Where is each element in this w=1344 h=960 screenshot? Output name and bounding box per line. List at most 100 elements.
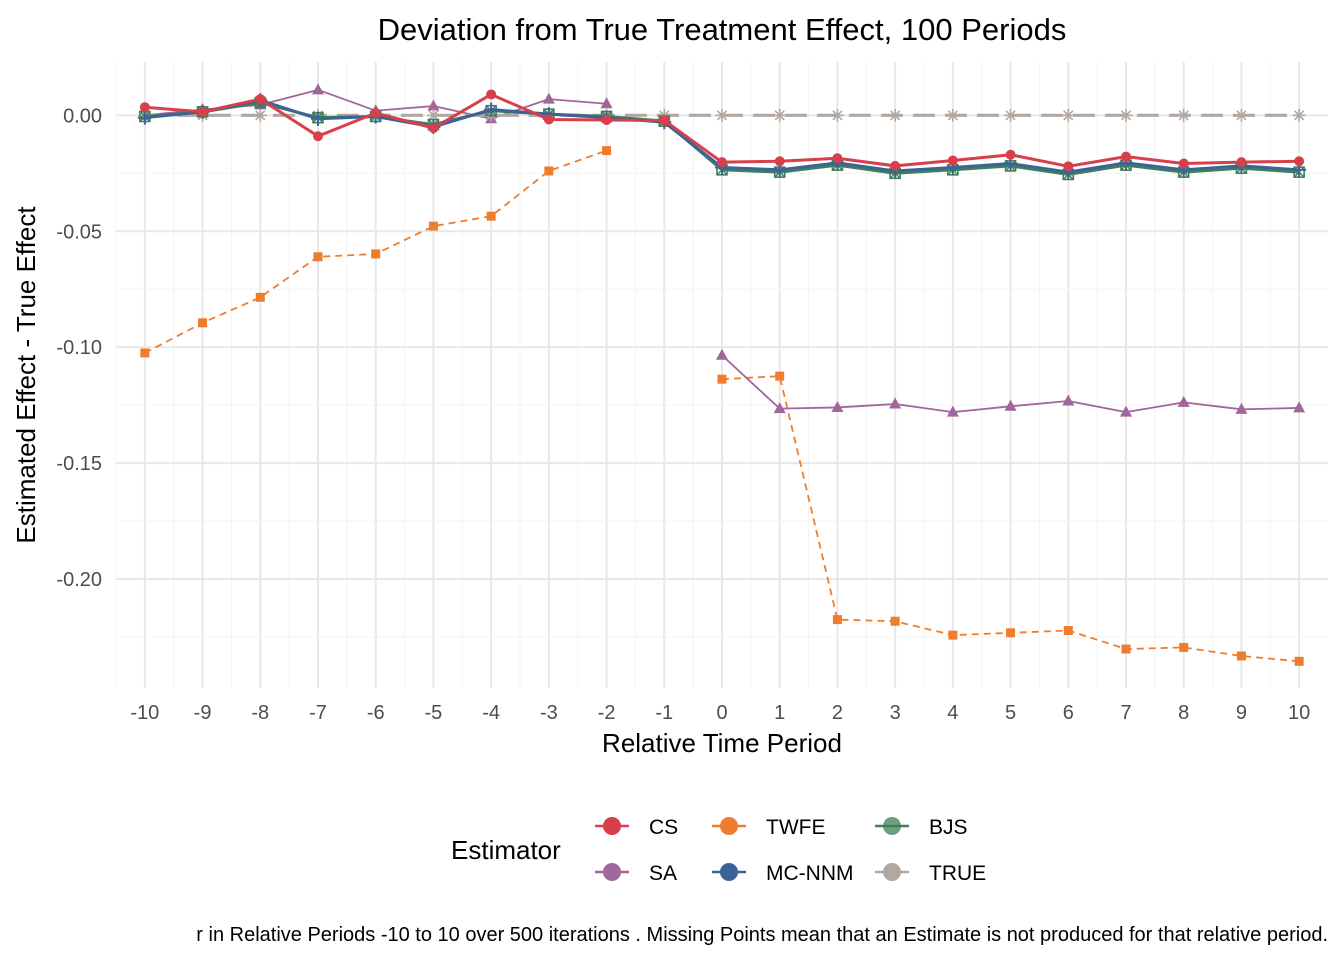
legend-label-twfe: TWFE: [766, 816, 825, 839]
legend-label-sa: SA: [649, 862, 677, 885]
x-axis-ticks: -10 -9 -8 -7 -6 -5 -4 -3 -2 -1 0 1 2 3 4 5 6 7 8 9 10: [130, 702, 1310, 724]
data-point-mc-nnm: [311, 111, 325, 126]
legend-items: CS SA TWFE MC-NNM BJS TRUE: [595, 816, 986, 885]
data-point-twfe: [255, 292, 265, 302]
data-point-true: [888, 108, 902, 122]
series-twfe: [140, 146, 1304, 666]
chart-caption: r in Relative Periods -10 to 10 over 500…: [196, 924, 1328, 946]
data-point-sa: [773, 402, 786, 414]
data-point-twfe: [198, 318, 208, 328]
data-point-cs: [543, 114, 554, 125]
data-point-true: [773, 108, 787, 122]
data-point-true: [1234, 108, 1248, 122]
legend-key-dot: [603, 863, 621, 881]
y-tick-label: -0.05: [56, 221, 102, 243]
x-tick-label: -2: [598, 702, 616, 724]
x-tick-label: 7: [1120, 702, 1131, 724]
data-point-cs: [313, 131, 323, 142]
data-point-sa: [542, 92, 555, 104]
x-tick-label: 0: [716, 702, 727, 724]
series-layer: [137, 83, 1307, 666]
x-tick-label: 2: [832, 702, 843, 724]
legend-item-bjs: BJS: [875, 816, 968, 839]
data-point-twfe: [313, 252, 323, 262]
x-tick-label: 10: [1288, 702, 1310, 724]
data-point-twfe: [371, 249, 381, 259]
legend: Estimator CS SA TWFE MC-NNM BJS TRUE: [451, 816, 986, 885]
data-point-true: [1119, 108, 1133, 122]
data-point-true: [1004, 108, 1018, 122]
data-point-cs: [139, 102, 150, 113]
legend-label-true: TRUE: [929, 862, 986, 885]
data-point-twfe: [775, 371, 785, 381]
x-tick-label: 8: [1178, 702, 1189, 724]
x-tick-label: -4: [482, 702, 500, 724]
data-point-cs: [890, 160, 901, 171]
data-point-sa: [1293, 401, 1306, 413]
x-tick-label: -5: [425, 702, 443, 724]
data-point-twfe: [948, 630, 958, 640]
legend-title: Estimator: [451, 835, 561, 865]
x-tick-label: -9: [194, 702, 212, 724]
data-point-twfe: [428, 221, 438, 231]
x-tick-label: 6: [1063, 702, 1074, 724]
legend-item-sa: SA: [595, 862, 677, 885]
data-point-sa: [1062, 394, 1075, 406]
data-point-twfe: [544, 166, 554, 176]
grid: [115, 62, 1328, 688]
x-tick-label: -7: [309, 702, 327, 724]
x-tick-label: -1: [655, 702, 673, 724]
y-tick-label: -0.20: [56, 569, 102, 591]
data-point-sa: [831, 400, 844, 412]
data-point-cs: [1178, 158, 1189, 169]
data-point-twfe: [140, 348, 150, 358]
data-point-cs: [1063, 161, 1074, 172]
data-point-sa: [600, 97, 613, 109]
x-tick-label: 9: [1236, 702, 1247, 724]
legend-label-cs: CS: [649, 816, 678, 839]
data-point-true: [1061, 108, 1075, 122]
x-tick-label: 5: [1005, 702, 1016, 724]
legend-label-mc-nnm: MC-NNM: [766, 862, 853, 885]
legend-key-dot: [720, 863, 738, 881]
data-point-cs: [255, 94, 266, 105]
data-point-sa: [312, 83, 324, 95]
x-tick-label: -10: [130, 702, 159, 724]
x-axis-title: Relative Time Period: [602, 728, 842, 758]
legend-key-dot: [883, 863, 901, 881]
data-point-sa: [1235, 402, 1248, 414]
x-tick-label: -6: [367, 702, 385, 724]
data-point-cs: [832, 153, 843, 164]
data-point-sa: [946, 405, 959, 417]
x-tick-label: -3: [540, 702, 558, 724]
data-point-twfe: [1236, 651, 1246, 661]
y-axis-title: Estimated Effect - True Effect: [11, 206, 41, 544]
legend-item-mc-nnm: MC-NNM: [712, 862, 853, 885]
data-point-cs: [486, 89, 497, 100]
data-point-sa: [716, 348, 728, 360]
data-point-sa: [1120, 405, 1132, 417]
data-point-mc-nnm: [484, 102, 499, 117]
data-point-cs: [717, 157, 727, 168]
data-point-twfe: [890, 616, 900, 626]
series-mc-nnm: [137, 93, 1307, 180]
data-point-true: [830, 108, 844, 122]
y-tick-label: 0.00: [63, 105, 102, 127]
data-point-cs: [1236, 157, 1247, 168]
data-point-twfe: [832, 615, 842, 625]
data-point-twfe: [602, 146, 612, 156]
data-point-cs: [428, 123, 439, 134]
data-point-twfe: [486, 211, 496, 221]
y-tick-label: -0.10: [56, 337, 102, 359]
data-point-true: [426, 108, 440, 122]
data-point-twfe: [1006, 628, 1016, 638]
legend-item-true: TRUE: [875, 862, 986, 885]
data-point-sa: [427, 99, 440, 111]
legend-key-dot: [720, 817, 738, 835]
data-point-twfe: [1179, 642, 1189, 652]
y-tick-label: -0.15: [56, 453, 102, 475]
legend-item-cs: CS: [595, 816, 678, 839]
chart-title: Deviation from True Treatment Effect, 10…: [378, 12, 1067, 47]
data-point-true: [715, 108, 729, 122]
